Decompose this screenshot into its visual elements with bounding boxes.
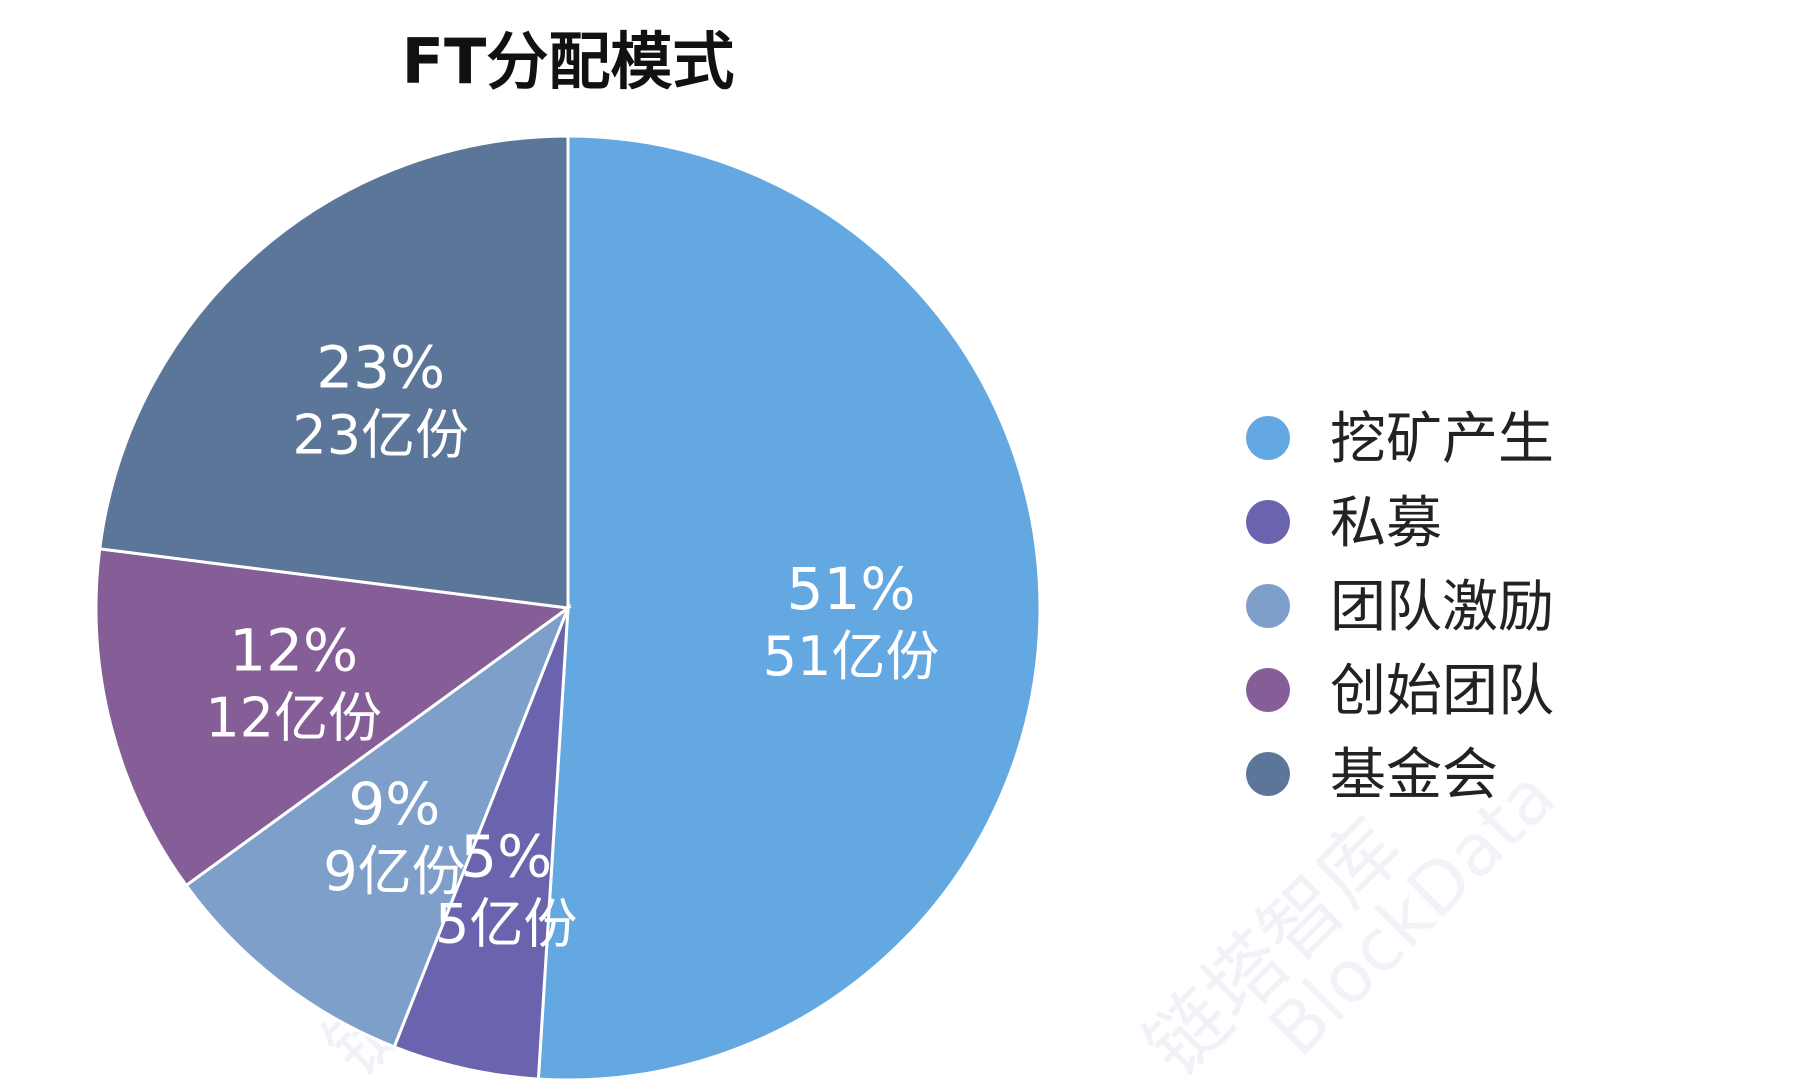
- slice-amount-label-1: 51亿份: [763, 625, 940, 688]
- slice-percent-label-1: 51%: [787, 555, 916, 623]
- pie-slices: [94, 134, 1042, 1082]
- legend-label-5: 基金会: [1330, 743, 1498, 808]
- slice-percent-label-4: 12%: [229, 616, 358, 684]
- legend-marker-4: [1246, 668, 1290, 712]
- legend-marker-3: [1246, 584, 1290, 628]
- slice-percent-label-2: 5%: [460, 822, 552, 890]
- pie-slice-5: [98, 134, 570, 610]
- slice-percent-label-3: 9%: [348, 770, 440, 838]
- pie-slice-1: [536, 134, 1042, 1082]
- legend-label-3: 团队激励: [1330, 575, 1554, 640]
- legend-marker-5: [1246, 752, 1290, 796]
- legend-label-4: 创始团队: [1330, 659, 1554, 724]
- legend-marker-2: [1246, 500, 1290, 544]
- pie-slice-3: [184, 603, 572, 1049]
- legend-marker-1: [1246, 416, 1290, 460]
- slice-percent-label-5: 23%: [316, 334, 445, 402]
- slice-amount-label-2: 5亿份: [435, 892, 577, 955]
- chart-title: FT分配模式: [402, 25, 735, 98]
- slice-amount-label-3: 9亿份: [323, 840, 465, 903]
- pie-labels: 51%51亿份 5%5亿份 9%9亿份 12%12亿份 23%23亿份: [205, 334, 939, 956]
- slice-amount-label-4: 12亿份: [205, 686, 382, 749]
- legend-label-1: 挖矿产生: [1330, 407, 1554, 472]
- slice-amount-label-5: 23亿份: [292, 404, 469, 467]
- legend-label-2: 私募: [1330, 491, 1442, 556]
- pie-slice-4: [94, 547, 572, 888]
- pie-slice-2: [392, 607, 570, 1081]
